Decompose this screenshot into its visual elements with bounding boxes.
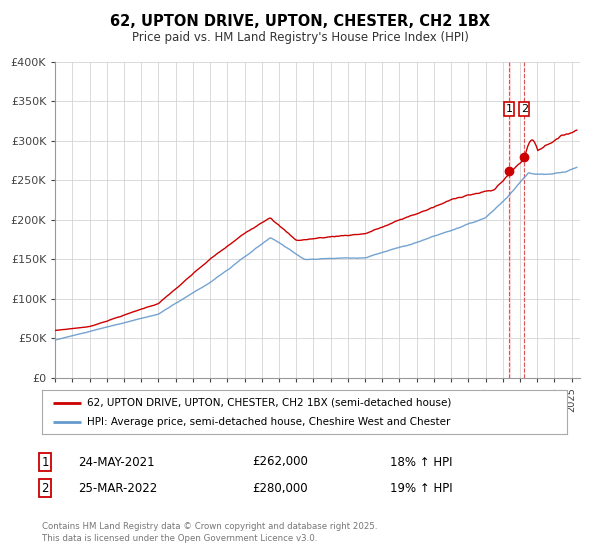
Text: £280,000: £280,000 bbox=[252, 482, 308, 495]
Text: 2: 2 bbox=[41, 482, 49, 495]
Text: 2: 2 bbox=[521, 104, 528, 114]
Text: Contains HM Land Registry data © Crown copyright and database right 2025.
This d: Contains HM Land Registry data © Crown c… bbox=[42, 522, 377, 543]
Text: 25-MAR-2022: 25-MAR-2022 bbox=[78, 482, 157, 495]
Text: 1: 1 bbox=[506, 104, 512, 114]
Text: HPI: Average price, semi-detached house, Cheshire West and Chester: HPI: Average price, semi-detached house,… bbox=[86, 417, 450, 427]
Text: 19% ↑ HPI: 19% ↑ HPI bbox=[390, 482, 452, 495]
Text: Price paid vs. HM Land Registry's House Price Index (HPI): Price paid vs. HM Land Registry's House … bbox=[131, 31, 469, 44]
Text: 62, UPTON DRIVE, UPTON, CHESTER, CH2 1BX: 62, UPTON DRIVE, UPTON, CHESTER, CH2 1BX bbox=[110, 14, 490, 29]
Text: 62, UPTON DRIVE, UPTON, CHESTER, CH2 1BX (semi-detached house): 62, UPTON DRIVE, UPTON, CHESTER, CH2 1BX… bbox=[86, 398, 451, 408]
Text: £262,000: £262,000 bbox=[252, 455, 308, 469]
Text: 24-MAY-2021: 24-MAY-2021 bbox=[78, 455, 155, 469]
Text: 1: 1 bbox=[41, 455, 49, 469]
Text: 18% ↑ HPI: 18% ↑ HPI bbox=[390, 455, 452, 469]
